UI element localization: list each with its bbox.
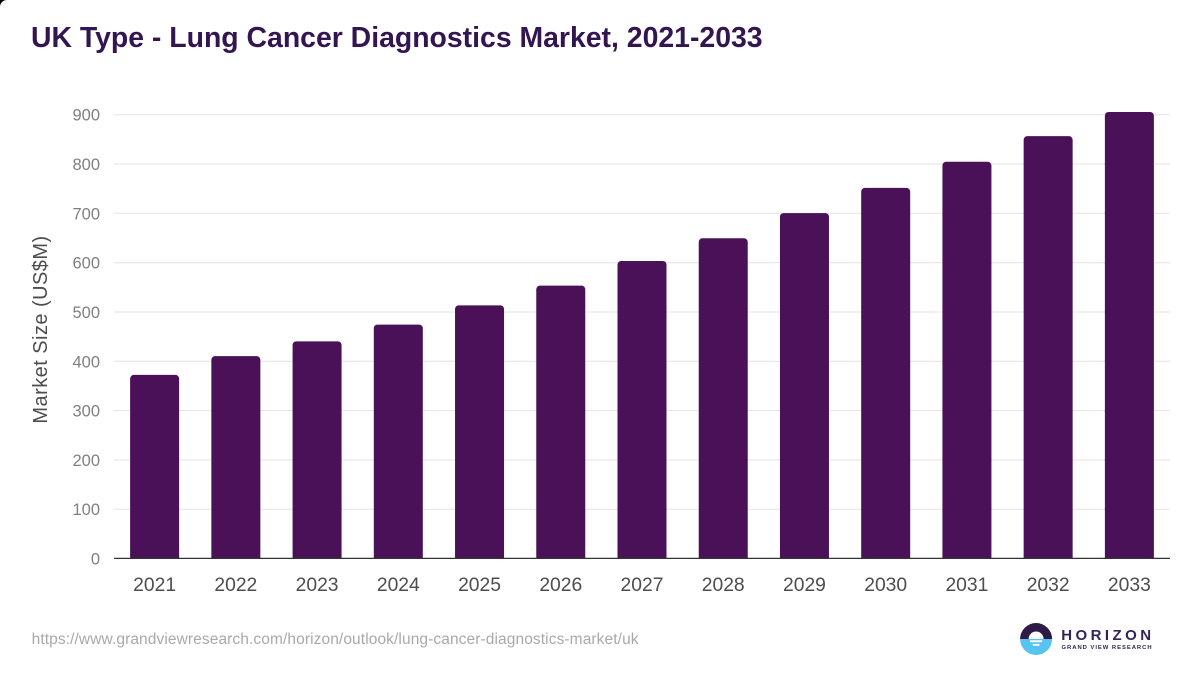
- svg-text:2022: 2022: [214, 575, 257, 596]
- svg-text:200: 200: [72, 452, 100, 470]
- svg-text:2032: 2032: [1027, 575, 1070, 596]
- svg-text:2021: 2021: [133, 575, 176, 596]
- svg-text:2031: 2031: [945, 575, 988, 596]
- svg-text:2025: 2025: [458, 575, 501, 596]
- svg-text:600: 600: [72, 255, 100, 273]
- svg-text:2026: 2026: [539, 575, 582, 596]
- svg-text:Market Size (US$M): Market Size (US$M): [30, 235, 52, 423]
- svg-text:2030: 2030: [864, 575, 907, 596]
- svg-text:HORIZON: HORIZON: [1061, 627, 1154, 644]
- svg-text:2024: 2024: [377, 575, 420, 596]
- svg-text:900: 900: [72, 107, 100, 125]
- svg-text:2033: 2033: [1108, 575, 1151, 596]
- svg-text:700: 700: [72, 205, 100, 223]
- svg-text:400: 400: [72, 353, 100, 371]
- svg-text:2027: 2027: [621, 575, 664, 596]
- svg-text:500: 500: [72, 304, 100, 322]
- svg-text:300: 300: [72, 403, 100, 421]
- svg-text:800: 800: [72, 156, 100, 174]
- svg-text:100: 100: [72, 501, 100, 519]
- svg-text:GRAND VIEW RESEARCH: GRAND VIEW RESEARCH: [1062, 645, 1153, 651]
- svg-text:0: 0: [91, 550, 100, 568]
- svg-text:2028: 2028: [702, 575, 745, 596]
- svg-text:2029: 2029: [783, 575, 826, 596]
- svg-text:2023: 2023: [296, 575, 339, 596]
